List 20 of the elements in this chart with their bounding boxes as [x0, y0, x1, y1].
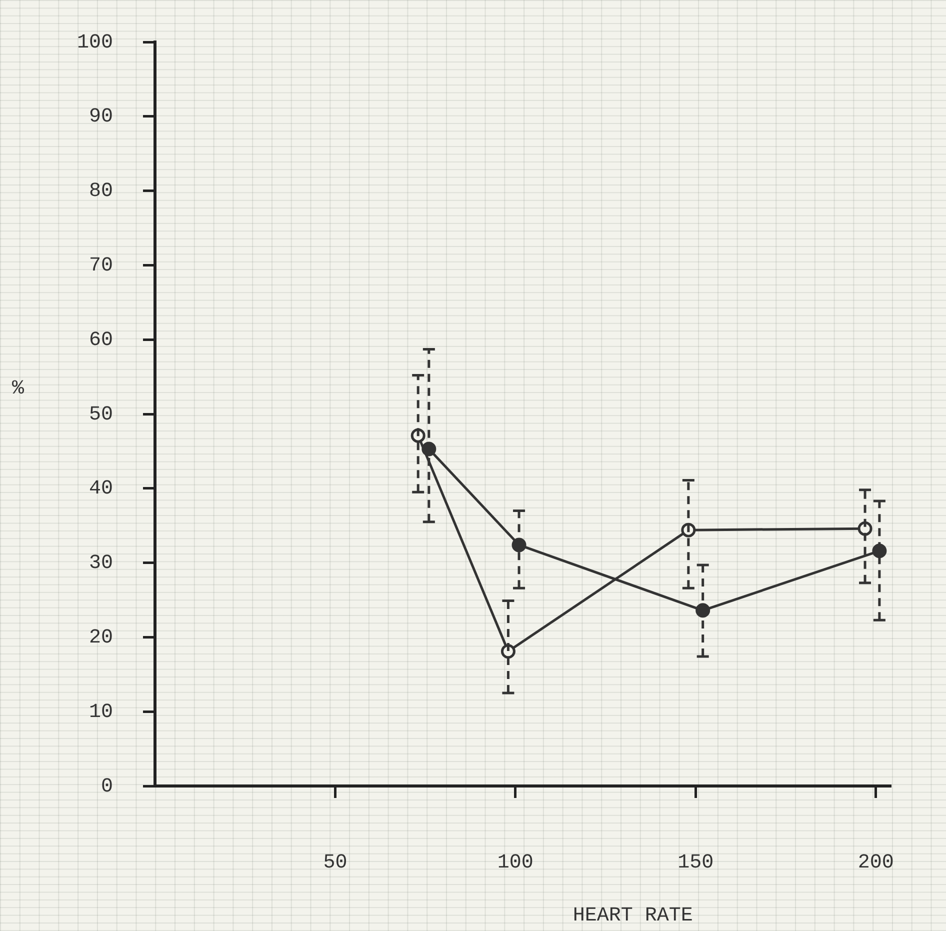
- x-axis-title: HEART RATE: [572, 904, 693, 928]
- y-tick-label: 30: [88, 552, 113, 576]
- x-tick-label: 150: [678, 851, 714, 874]
- y-tick-label: 100: [76, 31, 113, 54]
- point: [872, 544, 887, 558]
- y-tick-label: 0: [100, 775, 113, 798]
- point: [512, 538, 526, 552]
- y-axis-title: %: [12, 377, 25, 400]
- y-tick-label: 90: [88, 106, 113, 129]
- y-tick-label: 10: [88, 700, 113, 724]
- y-tick-label: 20: [88, 626, 113, 650]
- point: [696, 603, 710, 618]
- y-tick-label: 40: [88, 478, 113, 501]
- y-tick-label: 80: [88, 180, 113, 204]
- x-tick-label: 100: [497, 851, 534, 874]
- y-tick-label: 70: [88, 254, 113, 278]
- x-tick-label: 50: [323, 851, 348, 874]
- y-tick-label: 50: [88, 403, 113, 426]
- y-tick-label: 60: [88, 328, 113, 352]
- x-tick-label: 200: [858, 851, 894, 874]
